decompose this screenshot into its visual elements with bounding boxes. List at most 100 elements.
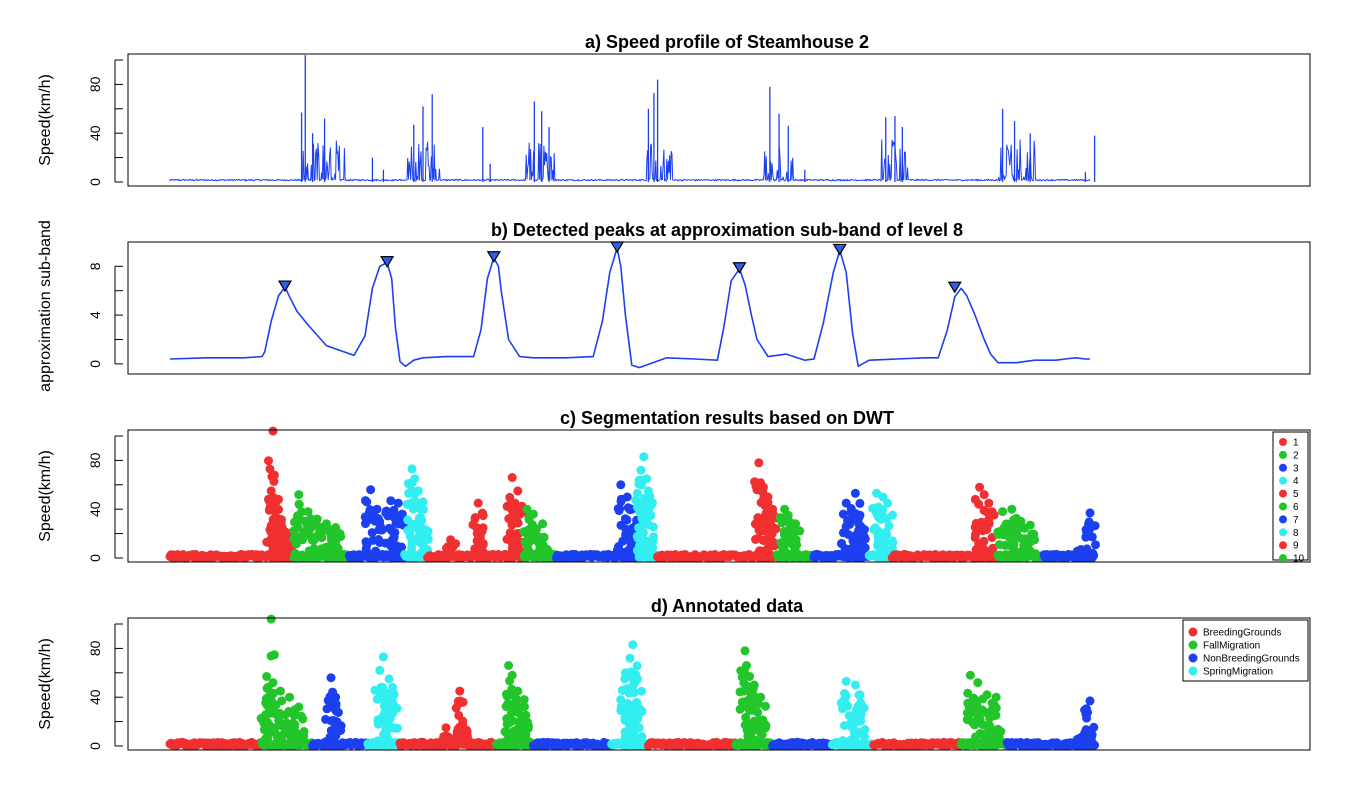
data-point [441, 723, 451, 733]
data-point [407, 538, 417, 548]
data-point [267, 472, 277, 482]
data-point [1002, 553, 1012, 563]
peak-marker [732, 262, 747, 274]
data-point [991, 692, 1001, 702]
data-point [389, 723, 399, 733]
y-tick-label: 0 [87, 554, 103, 562]
data-point [1081, 704, 1091, 714]
data-point [841, 676, 851, 686]
data-point [855, 510, 865, 520]
data-point [321, 519, 331, 529]
data-point [1089, 740, 1099, 750]
data-point [838, 704, 847, 714]
data-point [377, 550, 387, 559]
data-point [740, 720, 750, 730]
data-point [386, 496, 396, 506]
data-point [1091, 540, 1100, 550]
data-point [757, 730, 767, 739]
legend-label: BreedingGrounds [1203, 628, 1281, 639]
data-point [511, 511, 521, 521]
data-point [317, 533, 327, 543]
data-point [526, 551, 536, 560]
panel-b-title: b) Detected peaks at approximation sub-b… [491, 220, 963, 240]
data-point [767, 529, 777, 539]
data-point [275, 686, 285, 696]
approximation-line [169, 247, 1090, 369]
legend-label: SpringMigration [1203, 667, 1273, 678]
data-point [735, 704, 745, 714]
peak-marker [610, 241, 625, 254]
data-point [980, 707, 990, 717]
data-point [1085, 696, 1095, 706]
data-point [294, 490, 304, 500]
legend-swatch [1279, 528, 1287, 537]
data-point [756, 692, 766, 702]
data-point [446, 535, 456, 545]
data-point [994, 729, 1004, 739]
data-point [647, 544, 657, 554]
panel-c-ylabel: Speed(km/h) [37, 450, 54, 542]
data-point [1030, 552, 1040, 562]
data-point [370, 548, 380, 558]
data-point [971, 529, 980, 539]
segment-NonBreedingGrounds [768, 737, 837, 751]
data-point [758, 526, 768, 536]
data-point [378, 652, 388, 662]
data-point [333, 708, 343, 717]
data-point [336, 741, 345, 751]
panel-d-title: d) Annotated data [651, 596, 804, 616]
data-point [614, 542, 624, 551]
data-point [383, 734, 393, 744]
data-point [372, 504, 382, 514]
data-point [263, 733, 273, 743]
data-point [620, 713, 630, 723]
segment-2 [289, 490, 354, 563]
data-point [413, 486, 423, 496]
legend-label: 10 [1293, 554, 1305, 565]
data-point [503, 699, 513, 709]
data-point [632, 674, 642, 684]
data-point [758, 482, 768, 492]
data-point [288, 739, 297, 749]
data-point [850, 680, 860, 690]
data-point [737, 672, 747, 682]
data-point [289, 534, 299, 544]
data-point [538, 519, 548, 529]
data-point [373, 514, 383, 523]
y-tick-label: 80 [87, 640, 103, 656]
data-point [763, 492, 773, 502]
data-point [851, 731, 861, 741]
legend-label: 8 [1293, 528, 1299, 539]
data-point [418, 497, 428, 507]
data-point [880, 539, 890, 549]
data-point [294, 499, 304, 509]
data-point [1085, 508, 1095, 518]
data-point [761, 701, 770, 711]
data-point [790, 547, 799, 556]
legend-swatch [1188, 627, 1198, 637]
data-point [521, 710, 531, 720]
peak-marker [277, 280, 293, 293]
data-point [336, 532, 346, 542]
legend-swatch [1279, 554, 1287, 563]
legend-swatch [1279, 515, 1287, 524]
data-point [421, 525, 431, 535]
legend-swatch [1188, 640, 1198, 650]
data-point [998, 507, 1008, 517]
data-point [795, 526, 805, 536]
data-point [632, 488, 642, 498]
data-point [277, 523, 287, 532]
data-point [383, 700, 393, 710]
data-point [517, 740, 527, 750]
data-point [754, 533, 763, 543]
data-point [984, 519, 994, 529]
data-point [640, 512, 649, 522]
data-point [628, 640, 638, 650]
peak-marker [380, 256, 395, 268]
segment-7 [551, 480, 644, 563]
data-point [388, 682, 398, 692]
data-point [1011, 547, 1021, 557]
legend-label: 3 [1293, 463, 1299, 474]
data-point [513, 686, 523, 696]
